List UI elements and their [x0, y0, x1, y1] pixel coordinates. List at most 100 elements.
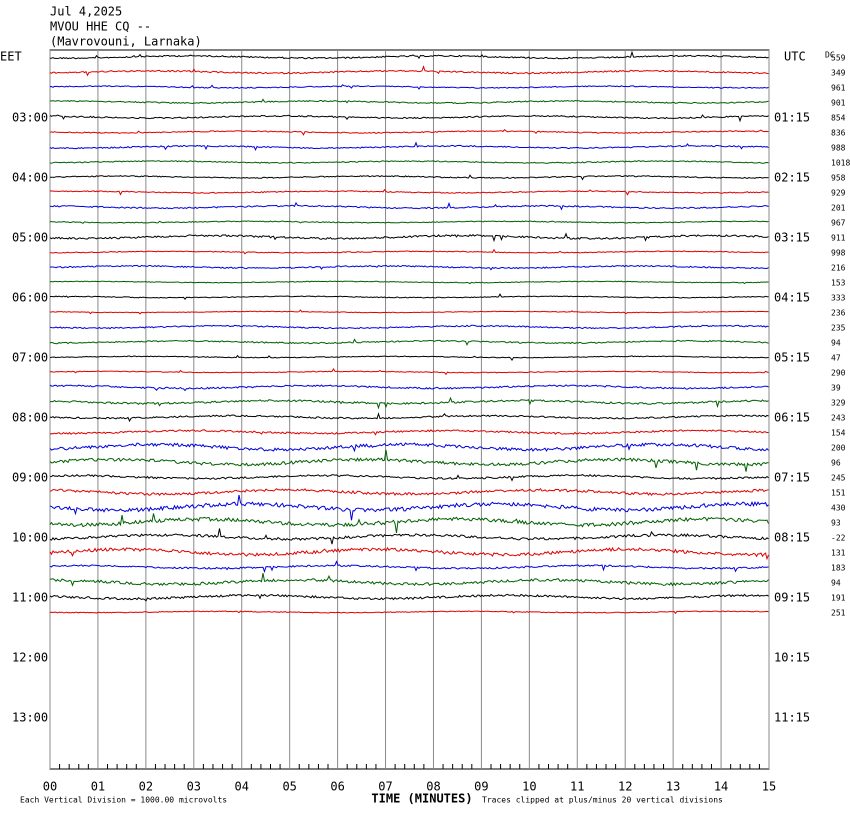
trace: [50, 309, 769, 315]
dc-value: 94: [831, 339, 841, 348]
right-label: 02:15: [774, 171, 810, 185]
dc-value: 967: [831, 219, 846, 228]
dc-value: 430: [831, 504, 846, 513]
dc-value: 929: [831, 189, 846, 198]
right-label: 04:15: [774, 291, 810, 305]
dc-value: 333: [831, 294, 846, 303]
dc-value: 151: [831, 489, 846, 498]
x-tick-label: 00: [43, 780, 57, 794]
dc-value: 245: [831, 474, 846, 483]
x-tick-label: 13: [666, 780, 680, 794]
right-label: 11:15: [774, 711, 810, 725]
dc-value: 39: [831, 384, 841, 393]
dc-value: 349: [831, 69, 846, 78]
trace: [49, 188, 769, 196]
dc-value: 961: [831, 84, 846, 93]
trace: [49, 338, 769, 346]
left-axis-title: EET: [0, 50, 22, 64]
x-tick-label: 08: [426, 780, 440, 794]
right-label: 06:15: [774, 411, 810, 425]
trace: [49, 50, 769, 60]
right-label: 07:15: [774, 471, 810, 485]
trace: [49, 474, 769, 482]
trace: [50, 573, 769, 587]
dc-value: 191: [831, 594, 846, 603]
x-tick-label: 11: [570, 780, 584, 794]
trace: [49, 354, 769, 362]
trace: [49, 396, 769, 410]
right-label: 01:15: [774, 111, 810, 125]
left-label: 08:00: [12, 411, 48, 425]
plot-frame: [49, 49, 770, 770]
trace: [49, 546, 769, 561]
dc-value: 183: [831, 564, 846, 573]
x-tick-label: 14: [714, 780, 728, 794]
left-label: 09:00: [12, 471, 48, 485]
trace: [49, 129, 769, 136]
x-tick-label: 01: [91, 780, 105, 794]
date: Jul 4,2025: [50, 5, 122, 19]
dc-value: -22: [831, 534, 846, 543]
dc-value: 153: [831, 279, 846, 288]
x-tick-label: 07: [378, 780, 392, 794]
dc-value: 290: [831, 369, 846, 378]
trace: [49, 449, 769, 472]
x-tick-label: 06: [330, 780, 344, 794]
trace: [49, 593, 769, 602]
trace: [50, 174, 769, 181]
trace: [49, 160, 769, 164]
dc-value: 243: [831, 414, 846, 423]
x-tick-label: 02: [139, 780, 153, 794]
dc-value: 93: [831, 519, 841, 528]
dc-value: 559: [831, 54, 846, 63]
right-axis-title: UTC: [784, 50, 806, 64]
trace: [49, 201, 769, 211]
left-label: 06:00: [12, 291, 48, 305]
x-tick-label: 03: [187, 780, 201, 794]
trace: [49, 488, 769, 497]
station: MVOU HHE CQ --: [50, 20, 151, 34]
dc-value: 154: [831, 429, 846, 438]
right-label: 08:15: [774, 531, 810, 545]
location: (Mavrovouni, Larnaka): [50, 35, 202, 49]
trace: [49, 141, 769, 151]
dc-value: 1018: [831, 159, 850, 168]
trace: [50, 293, 769, 301]
x-tick-label: 09: [474, 780, 488, 794]
clip-note: Traces clipped at plus/minus 20 vertical…: [482, 796, 723, 805]
trace: [49, 220, 769, 224]
dc-value: 329: [831, 399, 846, 408]
dc-value: 47: [831, 354, 841, 363]
dc-value: 235: [831, 324, 846, 333]
trace: [49, 494, 769, 521]
trace: [49, 324, 769, 330]
left-label: 11:00: [12, 591, 48, 605]
trace: [49, 429, 769, 436]
dc-value: 94: [831, 579, 841, 588]
dc-value: 988: [831, 144, 846, 153]
trace: [49, 412, 769, 423]
dc-value: 958: [831, 174, 846, 183]
right-label: 10:15: [774, 651, 810, 665]
trace: [49, 232, 769, 243]
trace: [49, 98, 769, 105]
x-tick-label: 05: [282, 780, 296, 794]
trace: [49, 114, 769, 123]
x-tick-label: 04: [235, 780, 249, 794]
left-label: 13:00: [12, 711, 48, 725]
dc-value: 216: [831, 264, 846, 273]
trace: [49, 442, 769, 453]
dc-value: 251: [831, 609, 846, 618]
trace: [49, 280, 769, 285]
left-label: 12:00: [12, 651, 48, 665]
trace: [49, 368, 769, 376]
trace: [49, 528, 769, 545]
dc-value: 201: [831, 204, 846, 213]
left-label: 07:00: [12, 351, 48, 365]
x-tick-label: 10: [522, 780, 536, 794]
left-label: 10:00: [12, 531, 48, 545]
left-label: 03:00: [12, 111, 48, 125]
trace: [49, 610, 769, 615]
dc-value: 200: [831, 444, 846, 453]
